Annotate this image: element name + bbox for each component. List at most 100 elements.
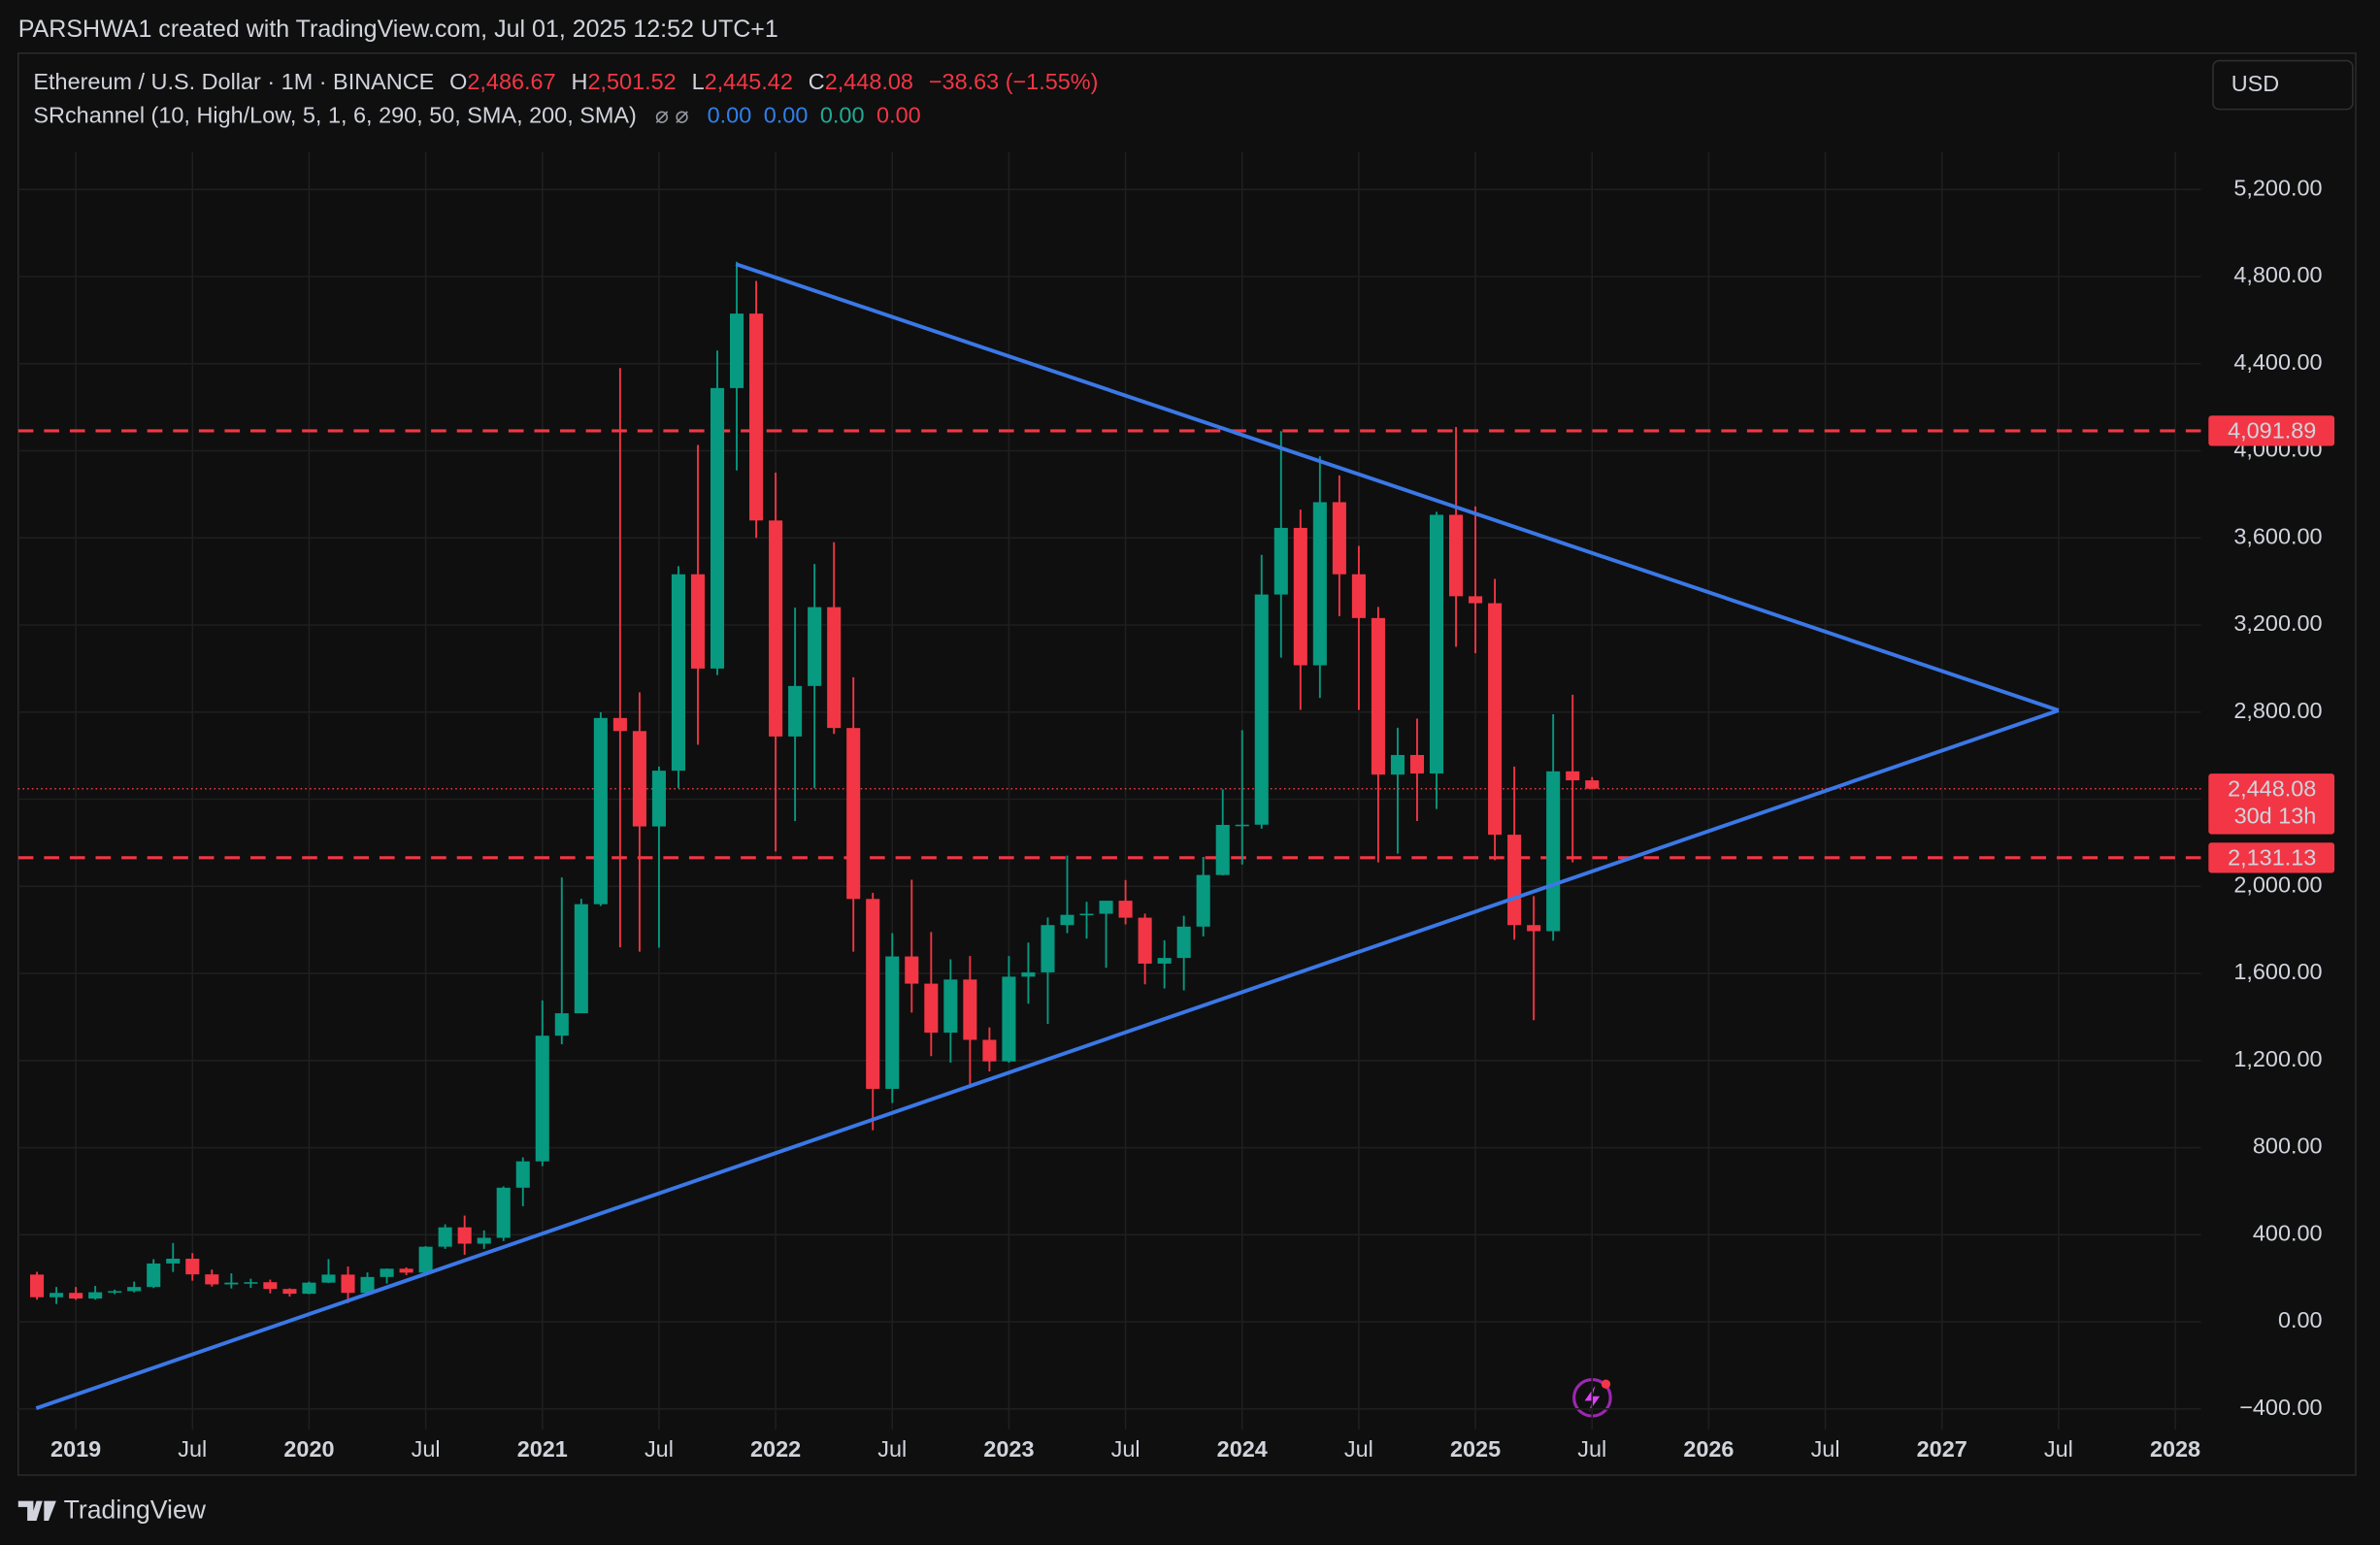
x-tick-label: Jul xyxy=(1811,1436,1840,1462)
x-tick-label: 2019 xyxy=(50,1436,101,1462)
x-tick-label: 2025 xyxy=(1450,1436,1501,1462)
candle-body xyxy=(418,1246,433,1273)
y-tick-label: 800.00 xyxy=(2253,1134,2323,1159)
c-value: 2,448.08 xyxy=(825,69,913,94)
candle-body xyxy=(108,1291,122,1293)
y-tick-label: 3,200.00 xyxy=(2233,610,2322,636)
l-key: L xyxy=(692,69,705,94)
candle-body xyxy=(1566,771,1580,781)
x-tick-label: 2022 xyxy=(750,1436,801,1462)
candle-body xyxy=(69,1293,83,1299)
candle-body xyxy=(380,1268,394,1277)
x-tick-label: 2028 xyxy=(2150,1436,2200,1462)
candle-body xyxy=(282,1289,297,1295)
x-tick-label: Jul xyxy=(877,1436,907,1462)
y-tick-label: 5,200.00 xyxy=(2233,175,2322,200)
currency-label[interactable]: USD xyxy=(2231,71,2279,96)
candle-body xyxy=(1138,917,1152,964)
y-tick-label: 0.00 xyxy=(2278,1307,2323,1332)
candle-body xyxy=(360,1276,375,1294)
candle-body xyxy=(438,1227,452,1247)
y-tick-label: 1,200.00 xyxy=(2233,1046,2322,1071)
y-tick-label: 2,800.00 xyxy=(2233,698,2322,723)
candle-body xyxy=(1429,514,1444,774)
candle-body xyxy=(963,979,977,1040)
indicator-label: SRchannel (10, High/Low, 5, 1, 6, 290, 5… xyxy=(33,103,636,128)
x-tick-label: 2024 xyxy=(1217,1436,1268,1462)
candle-body xyxy=(1351,574,1366,618)
x-tick-label: Jul xyxy=(1577,1436,1606,1462)
candle-body xyxy=(263,1282,278,1290)
last-price-box xyxy=(2208,773,2335,835)
trendline xyxy=(735,262,2060,712)
header: PARSHWA1 created with TradingView.com, J… xyxy=(18,16,778,43)
y-tick-label: 2,000.00 xyxy=(2233,871,2322,897)
level-box xyxy=(2208,415,2335,446)
indicator-icons: ⌀ ⌀ xyxy=(655,103,689,128)
candle-body xyxy=(1332,502,1346,575)
candle-body xyxy=(651,771,666,827)
logo-icon xyxy=(17,1500,56,1521)
last-price-label: 2,448.08 xyxy=(2228,775,2316,801)
h-value: 2,501.52 xyxy=(587,69,676,94)
candle-body xyxy=(1488,603,1503,836)
candle-body xyxy=(1079,913,1094,916)
event-dot xyxy=(1601,1379,1611,1389)
candle-body xyxy=(943,979,958,1034)
candle-body xyxy=(302,1282,316,1295)
candle-body xyxy=(477,1237,491,1244)
candle-body xyxy=(769,520,783,737)
candle-body xyxy=(321,1274,336,1283)
candle-body xyxy=(1273,527,1288,595)
candle-body xyxy=(632,731,646,827)
l-value: 2,445.42 xyxy=(705,69,793,94)
candle-body xyxy=(671,574,685,772)
h-key: H xyxy=(572,69,588,94)
candle-body xyxy=(1118,901,1133,918)
candle-body xyxy=(846,728,861,900)
x-tick-label: 2027 xyxy=(1917,1436,1967,1462)
candle-body xyxy=(30,1274,45,1298)
candle-body xyxy=(1157,958,1172,964)
candle-body xyxy=(1099,901,1113,914)
y-tick-label: 3,600.00 xyxy=(2233,523,2322,548)
candle-body xyxy=(457,1227,472,1244)
candle-body xyxy=(1312,502,1327,666)
candle-body xyxy=(1449,514,1464,597)
footer: TradingView xyxy=(64,1496,207,1525)
candle-body xyxy=(612,717,627,732)
candle-body xyxy=(729,313,744,388)
candle-body xyxy=(1409,754,1425,774)
candle-body xyxy=(1469,596,1483,604)
candle-body xyxy=(166,1258,181,1264)
legend: Ethereum / U.S. Dollar · 1M · BINANCE O2… xyxy=(33,69,1098,94)
indicator: SRchannel (10, High/Low, 5, 1, 6, 290, 5… xyxy=(33,103,920,128)
candle-body xyxy=(866,899,880,1089)
candle-body xyxy=(1235,824,1249,827)
y-tick-label: 4,400.00 xyxy=(2233,349,2322,375)
currency-button[interactable] xyxy=(2212,59,2354,111)
candle-body xyxy=(710,387,725,669)
candle-body xyxy=(1002,976,1016,1062)
y-tick-label: 4,800.00 xyxy=(2233,262,2322,287)
candle-body xyxy=(205,1274,219,1285)
indicator-value: 0.00 xyxy=(820,103,865,128)
candle-body xyxy=(1507,835,1522,926)
o-value: 2,486.67 xyxy=(467,69,555,94)
candle-body xyxy=(1293,527,1307,666)
candle-body xyxy=(127,1287,142,1292)
candle-body xyxy=(88,1292,103,1299)
candle-body xyxy=(690,574,706,669)
y-tick-label: −400.00 xyxy=(2239,1395,2322,1420)
candle-body xyxy=(554,1013,569,1036)
candle-body xyxy=(574,904,588,1014)
candle-body xyxy=(827,607,842,729)
candle-body xyxy=(788,685,803,737)
countdown-label: 30d 13h xyxy=(2234,804,2317,829)
indicator-value: 0.00 xyxy=(764,103,809,128)
candle-body xyxy=(749,313,764,521)
candle-body xyxy=(244,1282,258,1284)
level-box xyxy=(2208,842,2335,873)
